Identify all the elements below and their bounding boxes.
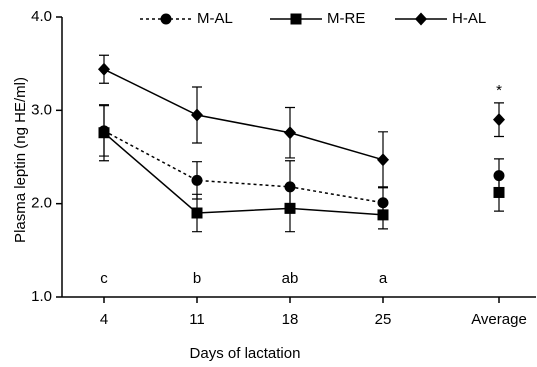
significance-mark: * [496, 82, 502, 99]
series-line [103, 68, 384, 161]
legend-label: M-RE [327, 10, 365, 27]
legend-marker [290, 13, 302, 25]
data-point [191, 108, 203, 122]
data-point [191, 207, 203, 219]
x-tick-label: 25 [375, 311, 392, 328]
x-tick-label: 18 [282, 311, 299, 328]
y-tick-label: 1.0 [31, 288, 52, 305]
data-point [377, 153, 389, 167]
data-point [284, 202, 296, 214]
legend-label: H-AL [452, 10, 486, 27]
data-point [377, 209, 389, 221]
group-letter: ab [282, 270, 299, 287]
legend-label: M-AL [197, 10, 233, 27]
x-tick-label: 11 [189, 311, 205, 328]
data-point [493, 186, 505, 198]
data-point [98, 127, 110, 139]
x-tick-label: Average [471, 311, 527, 328]
data-point [191, 174, 203, 186]
legend-marker [415, 12, 427, 26]
y-tick-label: 3.0 [31, 101, 52, 118]
y-tick-label: 4.0 [31, 8, 52, 25]
group-letter: a [379, 270, 388, 287]
data-point [98, 62, 110, 76]
series-line [103, 130, 384, 204]
data-point [493, 113, 505, 127]
group-letter: c [100, 270, 108, 287]
y-tick-label: 2.0 [31, 195, 52, 212]
y-axis-label: Plasma leptin (ng HE/ml) [12, 77, 29, 243]
series-line [103, 132, 384, 216]
data-point [284, 126, 296, 140]
x-axis-label: Days of lactation [190, 345, 301, 362]
group-letter: b [193, 270, 201, 287]
x-tick-label: 4 [100, 311, 108, 328]
legend-marker [160, 13, 172, 25]
